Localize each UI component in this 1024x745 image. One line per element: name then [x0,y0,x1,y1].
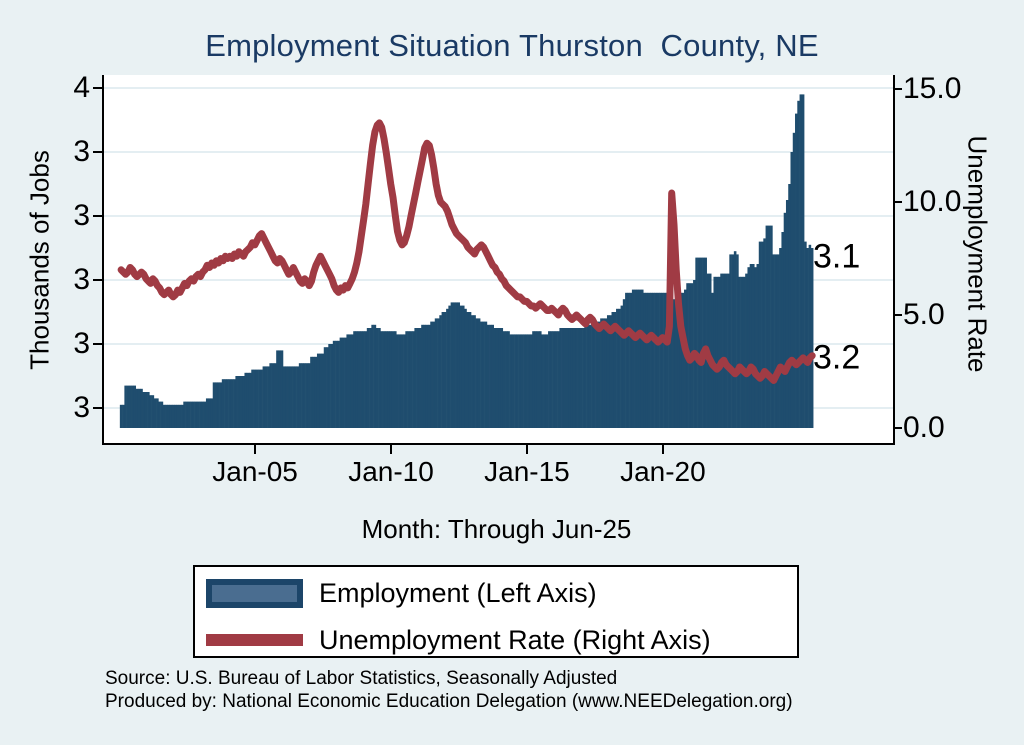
x-axis-tick [254,445,257,454]
left-axis-tick [93,279,102,281]
x-axis-tick [390,445,392,454]
employment-bar-swatch-icon [206,578,303,608]
chart-title: Employment Situation Thurston County, NE [205,28,819,63]
x-axis-tick-label: Jan-20 [620,456,706,487]
right-axis-tick [893,201,902,203]
x-axis-tick-label: Jan-10 [348,456,434,487]
left-axis-title: Thousands of Jobs [24,150,55,370]
legend-item-unemployment: Unemployment Rate (Right Axis) [206,625,711,655]
x-axis-tick [525,445,528,454]
x-axis-title: Month: Through Jun-25 [361,514,632,544]
left-axis-tick-label: 3 [73,135,90,168]
unemployment-line-swatch-icon [206,634,303,646]
right-axis-tick-label: 15.0 [903,72,962,105]
left-axis-tick [93,215,102,217]
right-axis-tick [893,88,902,90]
left-axis-tick-label: 4 [73,71,90,104]
source-note: Source: U.S. Bureau of Labor Statistics,… [105,668,618,689]
right-axis-title: Unemployment Rate [962,135,993,373]
x-axis-tick [661,445,664,454]
right-axis-tick [893,314,902,316]
right-axis-tick-label: 10.0 [903,185,962,218]
chart-plot-svg [104,87,893,429]
left-axis-tick [93,151,102,153]
legend: Employment (Left Axis) Unemployment Rate… [193,565,799,658]
plot-area [102,75,895,445]
left-axis-tick-label: 3 [73,327,90,360]
footer-notes: Source: U.S. Bureau of Labor Statistics,… [105,667,793,713]
right-axis-tick-label: 0.0 [903,411,945,444]
left-axis-tick-label: 3 [73,199,90,232]
legend-item-employment: Employment (Left Axis) [206,578,597,608]
left-axis-tick-label: 3 [73,263,90,296]
left-axis-tick [93,343,102,345]
produced-by-note: Produced by: National Economic Education… [105,691,793,712]
left-axis-tick [93,87,102,89]
right-axis-tick-label: 5.0 [903,298,945,331]
right-axis-tick [893,427,902,429]
legend-label-employment: Employment (Left Axis) [319,577,597,608]
annotation-unemployment-last-value: 3.2 [813,338,861,377]
x-axis-tick-label: Jan-05 [212,456,298,487]
x-axis-tick-label: Jan-15 [484,456,570,487]
left-axis-tick [93,407,102,409]
left-axis-tick-label: 3 [73,391,90,424]
annotation-employment-last-value: 3.1 [813,237,861,276]
legend-label-unemployment: Unemployment Rate (Right Axis) [319,624,711,655]
